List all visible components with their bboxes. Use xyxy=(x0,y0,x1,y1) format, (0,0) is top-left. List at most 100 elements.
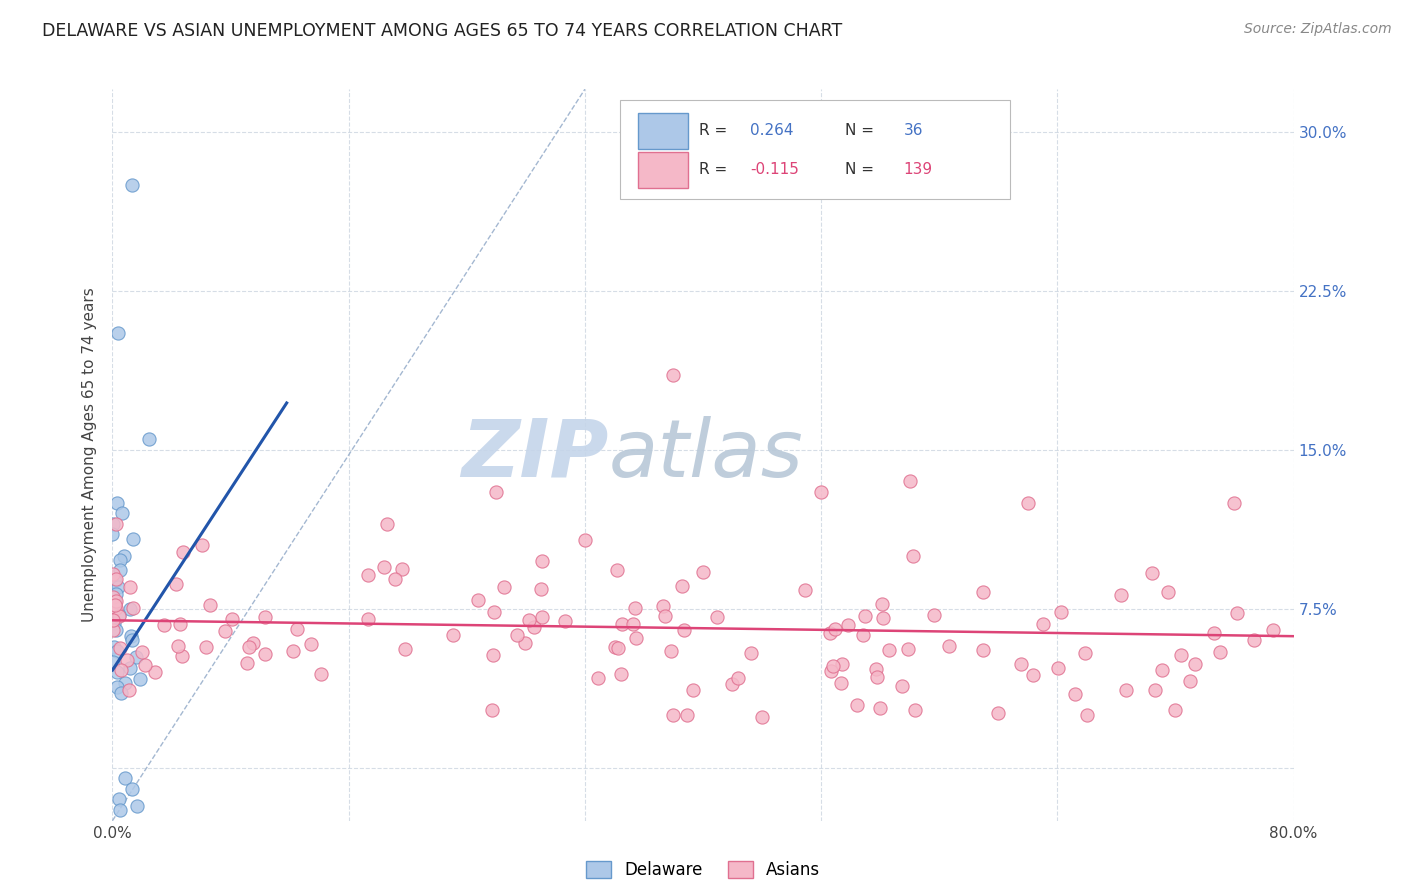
Point xyxy=(727,671,749,685)
Point xyxy=(120,629,142,643)
Point xyxy=(1022,667,1045,681)
Point xyxy=(172,545,194,559)
Point xyxy=(384,572,406,586)
Point xyxy=(1170,648,1192,663)
Point xyxy=(110,663,132,677)
Point xyxy=(1064,687,1087,701)
Legend: Delaware, Asians: Delaware, Asians xyxy=(579,854,827,886)
Point xyxy=(101,567,124,582)
Point xyxy=(837,618,859,632)
Point xyxy=(235,656,257,670)
Point xyxy=(441,628,464,642)
Point xyxy=(824,622,846,636)
Point xyxy=(121,633,143,648)
Point xyxy=(104,516,127,531)
Point xyxy=(394,642,416,657)
Point xyxy=(108,641,131,656)
Point xyxy=(103,574,125,588)
Point xyxy=(869,701,891,715)
Point xyxy=(1140,566,1163,581)
Point xyxy=(101,655,124,669)
Point xyxy=(357,567,380,582)
Point xyxy=(105,680,128,694)
Point xyxy=(610,666,633,681)
Point xyxy=(853,609,876,624)
Point xyxy=(676,707,699,722)
Point xyxy=(831,657,853,672)
Point xyxy=(852,628,875,642)
Point xyxy=(530,582,553,596)
Point xyxy=(107,581,129,595)
Point xyxy=(114,676,136,690)
Point xyxy=(214,624,236,638)
Point xyxy=(1047,661,1070,675)
Text: atlas: atlas xyxy=(609,416,803,494)
Point xyxy=(574,533,596,547)
Point xyxy=(107,792,129,806)
Text: 36: 36 xyxy=(904,123,924,138)
Point xyxy=(125,650,148,665)
Point xyxy=(105,665,128,680)
Point xyxy=(610,617,633,632)
Point xyxy=(242,636,264,650)
Point xyxy=(254,647,277,661)
Point xyxy=(1184,657,1206,671)
Point xyxy=(890,679,912,693)
Point xyxy=(221,612,243,626)
Point xyxy=(531,554,554,568)
Point xyxy=(101,516,124,531)
Point xyxy=(107,326,129,340)
Point xyxy=(1243,633,1265,648)
Point xyxy=(682,682,704,697)
Point xyxy=(115,653,138,667)
Point xyxy=(866,670,889,684)
Point xyxy=(662,707,685,722)
Point xyxy=(101,590,124,604)
Point xyxy=(103,640,125,654)
Point xyxy=(484,605,506,619)
Text: Source: ZipAtlas.com: Source: ZipAtlas.com xyxy=(1244,22,1392,37)
Point xyxy=(200,598,222,612)
Text: R =: R = xyxy=(699,162,733,178)
Point xyxy=(586,671,609,685)
Point xyxy=(673,623,696,637)
Point xyxy=(1263,623,1285,637)
Point xyxy=(1017,495,1039,509)
Point xyxy=(603,640,626,655)
Point xyxy=(846,698,869,713)
Point xyxy=(621,616,644,631)
Point xyxy=(111,506,134,520)
Point xyxy=(692,565,714,579)
Point xyxy=(118,683,141,698)
Point xyxy=(1032,617,1054,632)
Point xyxy=(375,516,398,531)
Text: ZIP: ZIP xyxy=(461,416,609,494)
Point xyxy=(903,549,925,563)
Point xyxy=(103,616,125,631)
Point xyxy=(110,803,132,817)
Point xyxy=(624,632,647,646)
Point xyxy=(238,640,260,655)
Point xyxy=(506,628,529,642)
Point xyxy=(972,643,994,657)
Point xyxy=(104,594,127,608)
Point xyxy=(671,579,693,593)
Point xyxy=(373,560,395,574)
Text: -0.115: -0.115 xyxy=(751,162,799,178)
Point xyxy=(898,475,921,489)
Point xyxy=(517,613,540,627)
Point xyxy=(120,580,142,594)
Point xyxy=(810,485,832,500)
Point xyxy=(897,641,920,656)
Point xyxy=(652,599,675,613)
Point xyxy=(172,649,194,664)
Point xyxy=(554,614,576,628)
Point xyxy=(1204,626,1226,640)
Y-axis label: Unemployment Among Ages 65 to 74 years: Unemployment Among Ages 65 to 74 years xyxy=(82,287,97,623)
Point xyxy=(118,601,141,615)
Point xyxy=(105,644,128,658)
Point xyxy=(1152,663,1174,677)
Point xyxy=(134,657,156,672)
Point xyxy=(624,601,647,615)
Point xyxy=(104,595,127,609)
